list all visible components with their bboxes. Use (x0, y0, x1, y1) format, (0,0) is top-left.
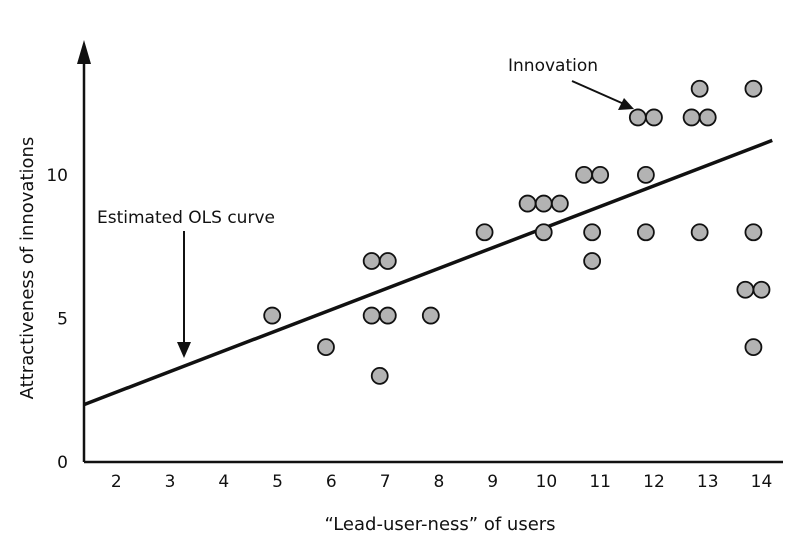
y-tick-label: 10 (46, 166, 68, 186)
annotation-innovation-arrowhead-icon (618, 98, 634, 110)
data-point (475, 223, 494, 242)
x-tick-label: 9 (487, 472, 498, 492)
x-tick-label: 11 (589, 472, 611, 492)
x-tick-label: 2 (111, 472, 122, 492)
data-point (534, 223, 553, 242)
data-point (591, 165, 610, 184)
data-point (378, 306, 397, 325)
data-point (575, 165, 593, 184)
data-point (362, 306, 381, 325)
data-point (362, 252, 381, 270)
data-point (744, 223, 763, 242)
data-point (645, 108, 663, 127)
ols-fit-line (83, 138, 773, 407)
data-point (744, 338, 763, 357)
y-tick-labels: 0 5 10 (46, 166, 68, 473)
data-point (378, 252, 397, 270)
data-point (583, 223, 602, 242)
x-tick-label: 3 (165, 472, 176, 492)
data-point (636, 223, 655, 242)
data-point (628, 108, 647, 127)
y-axis-arrow-icon (77, 40, 91, 64)
x-tick-label: 6 (326, 472, 337, 492)
data-point (736, 280, 755, 299)
data-point (744, 79, 763, 98)
data-point (550, 194, 569, 213)
data-point (690, 223, 709, 242)
x-tick-label: 5 (272, 472, 283, 492)
x-axis-title: “Lead-user-ness” of users (324, 514, 555, 535)
x-tick-labels: 2 3 4 5 6 7 8 9 10 11 12 13 14 (111, 472, 772, 492)
x-tick-label: 14 (751, 472, 773, 492)
x-tick-label: 7 (380, 472, 391, 492)
data-point (698, 108, 717, 127)
data-point (636, 165, 655, 184)
data-point (583, 252, 602, 270)
x-tick-label: 8 (433, 472, 444, 492)
x-tick-label: 13 (697, 472, 719, 492)
annotation-innovation-label: Innovation (508, 56, 598, 76)
data-point (534, 194, 553, 213)
annotation-innovation-arrow (571, 80, 625, 105)
y-tick-label: 5 (57, 309, 68, 329)
data-point (752, 280, 771, 299)
data-point (690, 79, 709, 98)
x-tick-label: 10 (536, 472, 558, 492)
data-point (421, 306, 440, 325)
data-point (263, 306, 282, 325)
data-point (518, 194, 537, 213)
annotation-ols-arrowhead-icon (177, 342, 191, 358)
y-tick-label: 0 (57, 453, 68, 473)
data-point (317, 338, 335, 357)
x-tick-label: 4 (218, 472, 229, 492)
annotation-ols-label: Estimated OLS curve (97, 208, 275, 228)
data-point (370, 366, 389, 385)
y-axis-title: Attractiveness of innovations (17, 137, 38, 400)
data-points (263, 79, 771, 385)
data-point (682, 108, 701, 127)
x-tick-label: 12 (643, 472, 665, 492)
